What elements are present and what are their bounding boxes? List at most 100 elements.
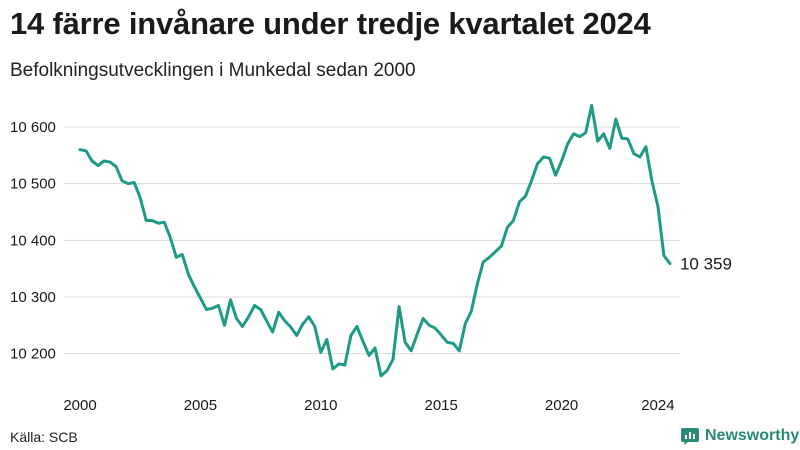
data-point [361,340,365,343]
data-point [464,322,467,325]
data-point [421,317,425,320]
data-point [440,333,443,337]
data-point [139,196,142,199]
data-point [542,155,545,159]
data-point [259,308,262,311]
data-point [656,205,660,208]
data-point [343,363,347,367]
data-point [265,319,268,322]
data-point [391,358,395,361]
x-tick-label: 2015 [425,397,458,414]
data-point [452,342,455,345]
data-point [409,349,413,352]
data-point [632,152,635,155]
data-point [415,333,419,336]
data-point [536,162,539,165]
data-point [193,285,196,288]
end-value-label: 10 359 [680,255,732,274]
x-tick-label: 2020 [545,397,578,414]
data-point [241,325,244,328]
data-point [169,236,172,239]
data-point [289,325,292,329]
data-point [145,219,148,222]
data-point [560,159,563,163]
data-point [650,179,654,182]
series [78,104,672,378]
y-tick-label: 10 500 [10,176,56,193]
data-point [271,330,274,334]
y-tick-label: 10 400 [10,232,56,249]
data-point [90,159,94,163]
data-point [403,341,407,344]
data-point [151,219,154,222]
data-point [428,324,431,327]
data-point [217,304,220,307]
data-point [512,219,515,222]
data-point [114,165,118,168]
data-point [205,308,208,311]
data-point [175,256,178,259]
data-point [163,221,166,224]
newsworthy-logo-icon [681,428,699,445]
data-point [662,254,666,257]
data-point [229,298,232,301]
data-point [470,310,473,313]
data-point [187,273,190,276]
data-point [518,200,521,203]
data-point [283,319,286,322]
data-point [127,182,130,185]
data-point [301,323,304,326]
data-point [313,325,316,328]
brand-logo[interactable]: Newsworthy [680,426,799,446]
data-point [349,334,353,337]
data-point [500,244,503,248]
chart-subtitle: Befolkningsutvecklingen i Munkedal sedan… [10,60,416,81]
data-point [668,262,672,265]
data-point [608,147,611,150]
data-point [446,341,449,344]
data-point [235,317,238,320]
grid-lines [64,126,680,355]
data-point [102,159,106,163]
data-point [524,194,527,198]
data-point [277,311,280,314]
data-point [379,374,383,377]
y-tick-label: 10 600 [10,119,56,136]
data-point [96,164,100,167]
data-point [319,351,322,354]
data-point [367,354,371,357]
data-point [157,222,160,225]
data-point [295,334,298,337]
data-point [133,181,136,184]
data-point [614,117,617,121]
data-point [181,253,184,256]
data-point [434,327,437,330]
data-point [596,140,599,143]
data-point [488,256,491,259]
data-point [482,260,485,264]
data-point [572,132,575,135]
data-point [337,362,341,366]
data-point [120,179,124,182]
data-point [566,142,569,146]
y-tick-label: 10 200 [10,346,56,363]
data-point [506,226,509,229]
x-tick-label: 2000 [63,397,96,414]
data-point [620,137,623,140]
data-point [223,324,226,327]
data-point [307,315,310,318]
data-point [253,304,256,307]
data-point [644,145,648,148]
data-point [373,346,377,350]
data-point [548,157,551,160]
x-tick-label: 2005 [184,397,217,414]
data-point [578,135,581,138]
data-point [385,369,389,372]
data-point [325,338,328,341]
brand-name: Newsworthy [705,427,800,444]
data-point [602,132,605,135]
chart-title: 14 färre invånare under tredje kvartalet… [10,6,651,41]
y-tick-label: 10 300 [10,289,56,306]
data-point [355,325,359,328]
